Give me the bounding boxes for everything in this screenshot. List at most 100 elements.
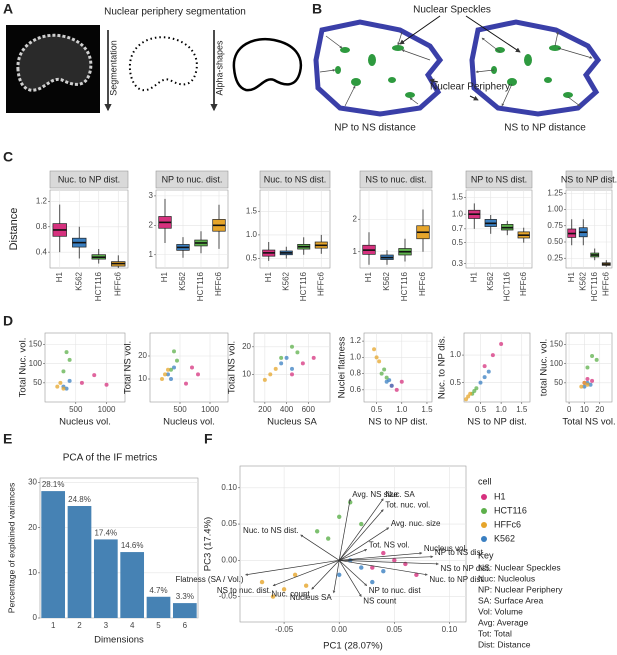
- y-tick-label: 1.2: [350, 336, 362, 345]
- x-tick-label: HFFc6: [418, 271, 427, 296]
- x-tick-label: 0.10: [442, 625, 458, 634]
- scatter-point: [325, 536, 331, 541]
- x-axis-label: PC1 (28.07%): [323, 641, 383, 652]
- panel-label: B: [312, 1, 322, 17]
- y-tick-label: 0.25: [547, 253, 563, 262]
- x-tick-label: 0.5: [475, 405, 487, 414]
- x-tick-label: HFFc6: [113, 271, 122, 296]
- legend-swatch: [481, 536, 487, 542]
- x-tick-label: 10: [580, 405, 589, 414]
- scatter-point: [55, 384, 60, 389]
- y-tick-label: 2: [353, 214, 358, 223]
- x-axis-label: Nucleus SA: [267, 417, 317, 428]
- scatter-point: [166, 367, 170, 372]
- y-tick-label: 20: [138, 351, 147, 360]
- x-tick-label: HFFc6: [601, 271, 610, 296]
- scatter-point: [273, 366, 278, 371]
- scatter-point: [582, 380, 587, 385]
- scatter-point: [389, 383, 394, 388]
- scatter-point: [384, 375, 389, 380]
- x-tick-label: H1: [364, 271, 373, 282]
- key-line: Vol: Volume: [478, 606, 523, 616]
- loading-arrow: [272, 559, 340, 587]
- y-tick-label: 30: [28, 478, 37, 487]
- scatter-point: [392, 558, 397, 563]
- facet-title: NP to nuc. dist.: [162, 174, 223, 184]
- scatter-point: [284, 355, 289, 360]
- key-line: NP: Nuclear Periphery: [478, 584, 563, 594]
- y-tick-label: 0.7: [452, 224, 464, 233]
- y-tick-label: 0: [33, 613, 38, 622]
- scatter-point: [590, 354, 595, 358]
- scatter-point: [582, 384, 587, 389]
- plot-background: [359, 189, 433, 269]
- x-tick-label: HCT116: [502, 271, 511, 301]
- key-line: NS: Nuclear Speckles: [478, 562, 561, 572]
- scatter-point: [262, 377, 267, 382]
- scatter-point: [67, 378, 72, 383]
- x-tick-label: K562: [578, 271, 587, 290]
- step-label: Segmentation: [108, 40, 118, 96]
- loading-arrow: [339, 527, 390, 561]
- scatter-point: [590, 378, 595, 383]
- x-tick-label: 500: [69, 405, 83, 414]
- loading-arrow: [339, 559, 439, 566]
- scatter-point: [579, 384, 584, 389]
- x-tick-label: 20: [595, 405, 604, 414]
- y-tick-label: 0.50: [547, 237, 563, 246]
- panel-label: D: [3, 313, 13, 329]
- scatter-point: [585, 377, 590, 381]
- loading-arrow: [339, 555, 434, 561]
- step-label: Alpha-shapes: [214, 40, 224, 96]
- legend-title: cell: [478, 476, 492, 486]
- bar: [93, 539, 118, 618]
- periphery-label: Nuclear Periphery: [430, 82, 510, 93]
- scatter-point: [414, 572, 419, 578]
- y-axis-label: Distance: [8, 208, 20, 251]
- y-tick-label: 150: [29, 340, 43, 349]
- y-tick-label: 20: [28, 523, 37, 532]
- scatter-point: [279, 361, 284, 366]
- x-tick-label: HFFc6: [316, 271, 325, 296]
- arrow: [465, 15, 521, 53]
- loading-arrow: [338, 560, 368, 587]
- nucleus-outline: [469, 19, 602, 117]
- key-line: SA: Surface Area: [478, 595, 543, 605]
- value-label: 14.6%: [121, 541, 144, 550]
- x-tick-label: 0.00: [331, 625, 347, 634]
- panel-label: E: [3, 431, 12, 447]
- bar: [67, 506, 92, 618]
- y-tick-label: 10: [242, 370, 251, 379]
- loading-label: Nucleus vol.: [424, 544, 468, 553]
- facet-strip: [259, 170, 331, 189]
- x-tick-label: 2: [77, 621, 82, 630]
- loading-arrow: [338, 509, 384, 561]
- scatter-point: [175, 358, 179, 363]
- scatter-point: [64, 386, 69, 391]
- loading-label: Tot. NS vol.: [369, 541, 410, 550]
- panel-label: F: [204, 431, 213, 447]
- loading-arrow: [245, 559, 340, 576]
- x-tick-label: HCT116: [590, 271, 599, 301]
- scatter-point: [169, 377, 173, 381]
- loading-label: Nuc. to NS dist.: [243, 526, 299, 535]
- loading-label: Nuc. to NP dist.: [429, 575, 484, 584]
- x-tick-label: 500: [173, 405, 187, 414]
- scatter-point: [92, 373, 97, 378]
- y-tick-label: 1.2: [36, 197, 48, 206]
- y-tick-label: 0.10: [221, 483, 237, 492]
- scatter-point: [379, 371, 384, 376]
- distance-caption: NS to NP distance: [504, 123, 586, 134]
- scatter-point: [374, 355, 379, 360]
- scatter-point: [594, 357, 599, 362]
- loading-label: Avg. nuc. size: [391, 519, 441, 528]
- y-tick-label: 0.5: [450, 378, 462, 387]
- loading-arrow: [338, 498, 352, 561]
- y-tick-label: 1.5: [246, 206, 258, 215]
- x-tick-label: HCT116: [299, 271, 308, 301]
- x-tick-label: H1: [567, 271, 576, 282]
- distance-arrows: [319, 31, 593, 107]
- y-axis-label: total Nuc. vol.: [539, 339, 550, 397]
- key-title: Key: [478, 550, 494, 560]
- x-tick-label: 6: [183, 621, 188, 630]
